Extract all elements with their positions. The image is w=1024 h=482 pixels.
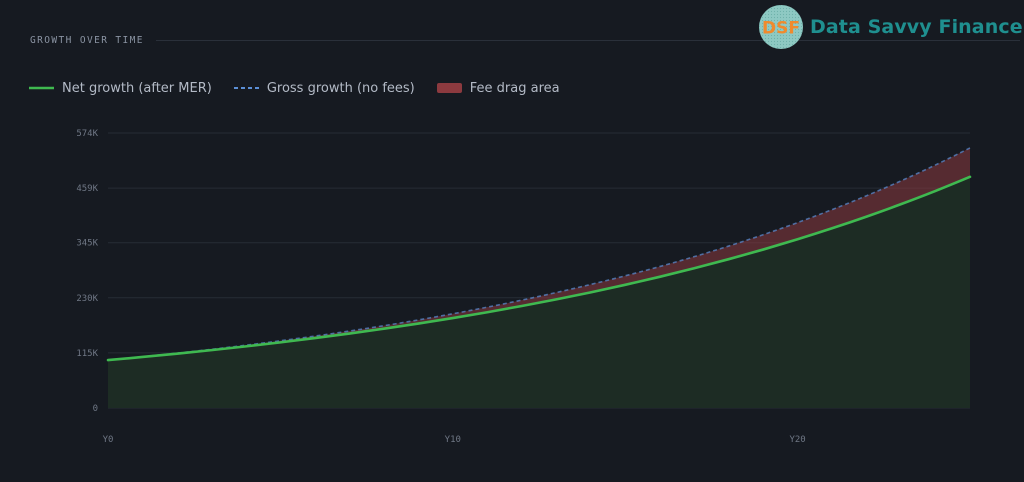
brand: DSF Data Savvy Finance [758, 4, 1023, 50]
y-tick-label: 459K [76, 184, 98, 194]
legend-item-gross[interactable]: Gross growth (no fees) [233, 80, 415, 96]
y-tick-label: 574K [76, 129, 98, 139]
brand-logo-text: DSF [762, 19, 800, 39]
y-axis-ticks: 0 115K 230K 345K 459K 574K [76, 129, 98, 414]
legend-label-fee-drag: Fee drag area [469, 80, 560, 96]
section-title: GROWTH OVER TIME [30, 34, 144, 46]
net-growth-area [108, 176, 970, 408]
legend-label-net: Net growth (after MER) [62, 80, 212, 96]
legend-label-gross: Gross growth (no fees) [266, 80, 415, 96]
y-tick-label: 230K [76, 294, 98, 304]
net-growth-line [106, 175, 972, 362]
y-tick-label: 345K [76, 239, 98, 249]
x-tick-label: Y20 [789, 435, 805, 445]
x-tick-label: Y0 [103, 435, 114, 445]
legend-swatch-fee-drag [436, 83, 462, 93]
legend-item-net[interactable]: Net growth (after MER) [29, 81, 212, 96]
section-divider [155, 40, 1020, 41]
y-tick-label: 115K [76, 349, 98, 359]
y-tick-label: 0 [93, 404, 98, 414]
brand-logo-icon: DSF [759, 5, 803, 49]
legend-swatch-net [29, 86, 54, 90]
legend-item-fee-drag[interactable]: Fee drag area [436, 80, 560, 96]
brand-name: Data Savvy Finance [810, 16, 1023, 38]
x-axis-ticks: Y0 Y10 Y20 [103, 435, 806, 445]
chart-legend: Net growth (after MER) Gross growth (no … [29, 79, 582, 97]
x-tick-label: Y10 [445, 435, 461, 445]
section-header: GROWTH OVER TIME [30, 33, 1020, 47]
